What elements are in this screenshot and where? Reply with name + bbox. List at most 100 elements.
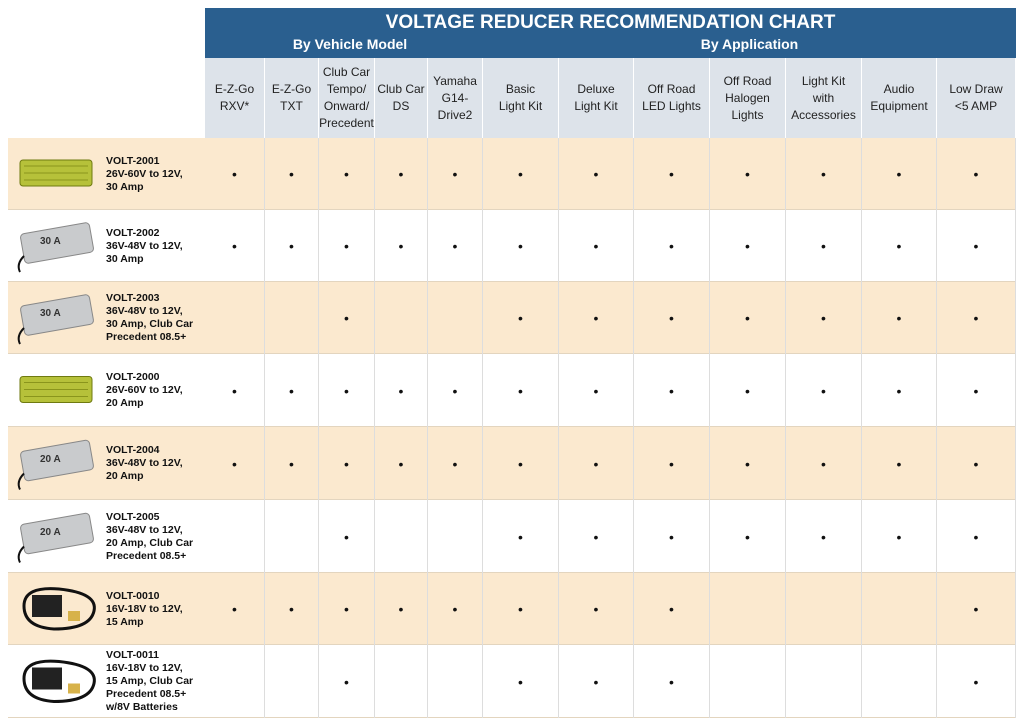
cell bbox=[710, 645, 786, 718]
bullet: • bbox=[452, 382, 458, 399]
product-line: VOLT-2001 bbox=[106, 154, 160, 167]
bullet: • bbox=[821, 528, 826, 545]
column-header-line: Tempo/ bbox=[326, 82, 367, 96]
bullet: • bbox=[896, 166, 902, 182]
row-band bbox=[8, 427, 1016, 500]
cell: • bbox=[634, 573, 710, 645]
cell: • bbox=[559, 282, 634, 354]
cell: • bbox=[937, 573, 1016, 645]
column-header-line: G14- bbox=[441, 90, 469, 105]
column-header-line: LED Lights bbox=[642, 99, 701, 113]
row-band bbox=[8, 138, 1016, 210]
bullet: • bbox=[518, 310, 523, 326]
cell: • bbox=[428, 210, 483, 282]
column-header-line: Drive2 bbox=[437, 107, 473, 122]
column-header: Basic Light Kit bbox=[483, 58, 559, 138]
bullet: • bbox=[289, 601, 294, 617]
cell bbox=[375, 282, 428, 354]
cell: • bbox=[483, 138, 559, 210]
row-band bbox=[8, 645, 1016, 718]
cell bbox=[205, 645, 265, 718]
column-header-line: RXV* bbox=[219, 99, 250, 113]
column-header: Low Draw <5 AMP bbox=[937, 58, 1016, 138]
bullet: • bbox=[518, 166, 523, 182]
column-header-line: Lights bbox=[731, 107, 764, 122]
bullet: • bbox=[344, 455, 349, 472]
column-header-line: Accessories bbox=[791, 107, 856, 122]
group-label: By Vehicle Model bbox=[292, 36, 408, 52]
column-header-line: Club Car bbox=[322, 65, 371, 79]
bullet: • bbox=[344, 166, 349, 182]
product-line: w/8V Batteries bbox=[106, 701, 178, 713]
bullet: • bbox=[344, 382, 349, 399]
column-header-band bbox=[205, 58, 1016, 138]
product-image bbox=[14, 508, 102, 565]
product-line: 15 Amp, Club Car bbox=[106, 675, 194, 687]
column-header-line: E-Z-Go bbox=[214, 82, 255, 96]
product-line: VOLT-2002 bbox=[106, 226, 160, 239]
cell: • bbox=[937, 500, 1016, 573]
cell: • bbox=[786, 500, 862, 573]
bullet: • bbox=[232, 238, 237, 254]
cell: • bbox=[710, 354, 786, 427]
cell: • bbox=[786, 427, 862, 500]
bullet: • bbox=[745, 382, 750, 399]
bullet: • bbox=[896, 310, 902, 326]
bullet: • bbox=[452, 166, 458, 182]
cell: • bbox=[862, 282, 937, 354]
cell: • bbox=[375, 573, 428, 645]
bullet: • bbox=[973, 310, 979, 326]
header-band bbox=[205, 8, 1016, 58]
product-drawing bbox=[22, 587, 96, 631]
cell: • bbox=[710, 282, 786, 354]
column-header-line: Light Kit bbox=[801, 73, 846, 88]
cell bbox=[862, 645, 937, 718]
product-line: 36V-48V to 12V, bbox=[106, 457, 183, 469]
product-line: Precedent 08.5+ bbox=[106, 331, 187, 343]
cell: • bbox=[375, 210, 428, 282]
cell: • bbox=[862, 500, 937, 573]
bullet: • bbox=[896, 238, 902, 254]
bullet: • bbox=[344, 528, 349, 545]
cell: • bbox=[265, 427, 319, 500]
bullet: • bbox=[398, 382, 404, 399]
cell: • bbox=[862, 138, 937, 210]
column-header-line: Deluxe bbox=[577, 82, 615, 96]
cell: • bbox=[319, 282, 375, 354]
product-line: 16V-18V to 12V, bbox=[106, 662, 183, 674]
bullet: • bbox=[344, 238, 349, 254]
product-text: VOLT-2004 36V-48V to 12V, 20 Amp bbox=[106, 427, 205, 500]
bullet: • bbox=[669, 528, 674, 545]
cell bbox=[375, 500, 428, 573]
cell: • bbox=[937, 282, 1016, 354]
product-image bbox=[14, 435, 102, 492]
product-text: VOLT-2003 36V-48V to 12V, 30 Amp, Club Car… bbox=[106, 282, 205, 354]
cell bbox=[786, 573, 862, 645]
bullet: • bbox=[593, 382, 599, 399]
product-text: VOLT-2005 36V-48V to 12V, 20 Amp, Club Car… bbox=[106, 500, 205, 573]
bullet: • bbox=[344, 601, 349, 617]
cell: • bbox=[937, 210, 1016, 282]
bullet: • bbox=[398, 238, 404, 254]
product-text: VOLT-2002 36V-48V to 12V, 30 Amp bbox=[106, 210, 205, 282]
cell: • bbox=[710, 138, 786, 210]
column-header-line: with bbox=[812, 90, 835, 105]
column-header: Audio Equipment bbox=[862, 58, 937, 138]
bullet: • bbox=[398, 455, 404, 472]
bullet: • bbox=[344, 673, 349, 690]
bullet: • bbox=[973, 238, 979, 254]
bullet: • bbox=[669, 673, 674, 690]
cell: • bbox=[375, 354, 428, 427]
bullet: • bbox=[593, 166, 599, 182]
cell: • bbox=[710, 500, 786, 573]
cell: • bbox=[205, 427, 265, 500]
bullet: • bbox=[669, 310, 674, 326]
product-line: VOLT-2000 bbox=[106, 371, 160, 383]
product-line: Precedent 08.5+ bbox=[106, 549, 187, 562]
cell: • bbox=[319, 500, 375, 573]
cell: • bbox=[862, 354, 937, 427]
cell: • bbox=[559, 138, 634, 210]
product-line: VOLT-0011 bbox=[106, 649, 159, 661]
cell: • bbox=[205, 573, 265, 645]
cell: • bbox=[265, 354, 319, 427]
